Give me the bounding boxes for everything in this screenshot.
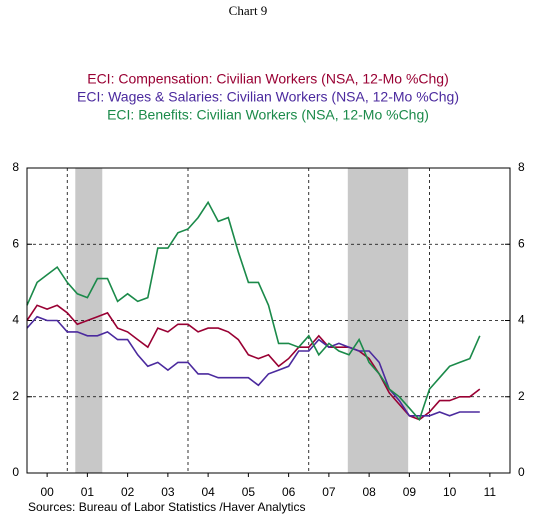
x-tick-label: 02 — [121, 485, 135, 499]
chart-subtitle: ECI: Wages & Salaries: Civilian Workers … — [77, 89, 459, 105]
x-tick-label: 06 — [282, 485, 296, 499]
x-tick-label: 10 — [443, 485, 457, 499]
y2-tick-label: 2 — [518, 389, 525, 403]
x-tick-label: 07 — [322, 485, 336, 499]
y-tick-label: 6 — [12, 236, 19, 250]
y-tick-label: 2 — [12, 389, 19, 403]
y2-tick-label: 6 — [518, 236, 525, 250]
y2-tick-label: 0 — [518, 465, 525, 479]
y-tick-label: 4 — [12, 313, 19, 327]
x-tick-label: 00 — [40, 485, 54, 499]
x-tick-label: 03 — [161, 485, 175, 499]
x-tick-label: 08 — [362, 485, 376, 499]
y2-tick-label: 4 — [518, 313, 525, 327]
chart-subtitle: ECI: Compensation: Civilian Workers (NSA… — [87, 71, 449, 87]
x-tick-label: 01 — [81, 485, 95, 499]
chart-subtitle: ECI: Benefits: Civilian Workers (NSA, 12… — [107, 107, 429, 123]
x-tick-label: 04 — [201, 485, 215, 499]
series-line — [26, 200, 481, 422]
y-tick-label: 8 — [12, 160, 19, 174]
x-tick-label: 09 — [403, 485, 417, 499]
source-note: Sources: Bureau of Labor Statistics /Hav… — [28, 500, 305, 514]
series-line — [26, 304, 481, 421]
x-tick-label: 05 — [242, 485, 256, 499]
x-tick-label: 11 — [484, 485, 497, 499]
series-line — [26, 315, 480, 417]
chart-title: Chart 9 — [229, 3, 268, 18]
y-tick-label: 0 — [12, 465, 19, 479]
y2-tick-label: 8 — [518, 160, 525, 174]
plot-frame — [26, 167, 511, 474]
